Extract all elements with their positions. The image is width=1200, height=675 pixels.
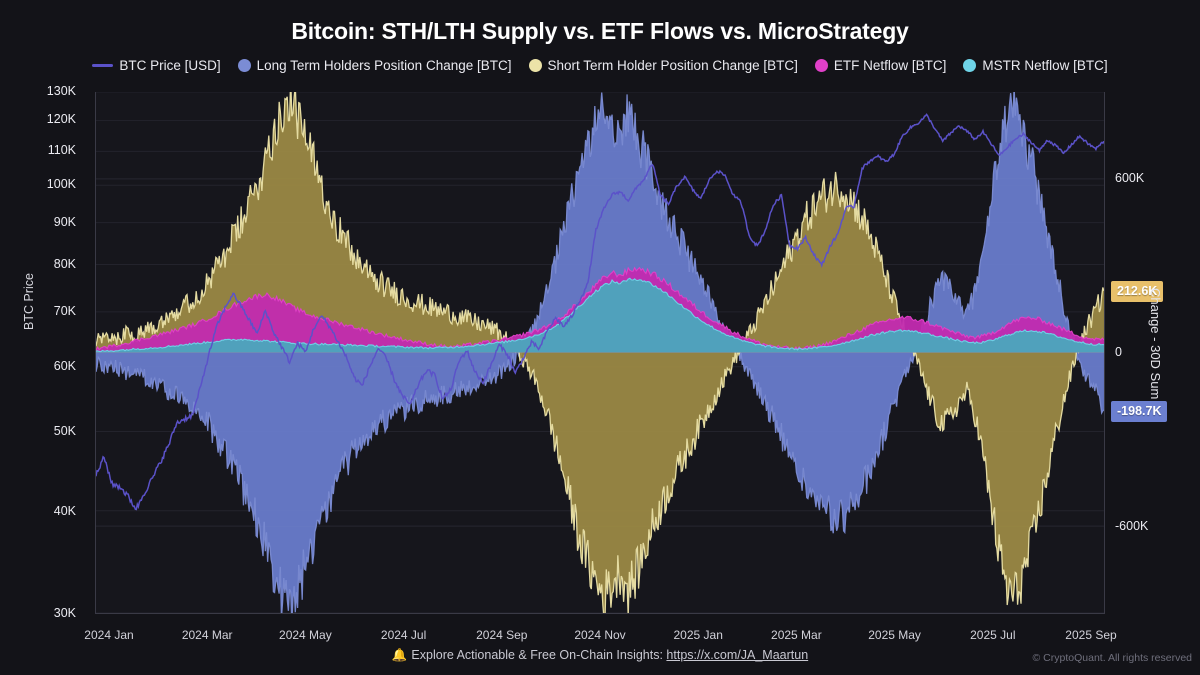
y-axis-left-tick: 70K [53, 304, 76, 319]
legend-label: ETF Netflow [BTC] [833, 58, 947, 73]
value-badge: -198.7K [1111, 400, 1168, 422]
x-axis-tick: 2024 May [279, 628, 332, 642]
plot-area [95, 92, 1105, 614]
legend-dot-swatch [963, 59, 977, 72]
legend-dot-swatch [814, 59, 828, 72]
y-axis-left-tick: 100K [46, 177, 76, 192]
series-area [96, 277, 1104, 353]
copyright-notice: © CryptoQuant. All rights reserved [1032, 652, 1192, 664]
y-axis-right-title: Change - 30D Sum [1148, 288, 1163, 400]
x-axis-tick: 2025 Jul [970, 628, 1016, 642]
legend-label: Short Term Holder Position Change [BTC] [547, 58, 798, 73]
x-axis-tick: 2024 Nov [574, 628, 626, 642]
legend-label: MSTR Netflow [BTC] [982, 58, 1108, 73]
legend-item[interactable]: BTC Price [USD] [92, 58, 221, 73]
y-axis-right-tick: 600K [1115, 171, 1145, 185]
x-axis-tick: 2024 Jan [84, 628, 134, 642]
y-axis-right-tick: 0 [1115, 345, 1122, 359]
y-axis-right-tick: -600K [1115, 519, 1149, 533]
legend-dot-swatch [237, 59, 251, 72]
y-axis-left-tick: 50K [53, 424, 76, 439]
legend-item[interactable]: Long Term Holders Position Change [BTC] [237, 58, 512, 73]
x-axis-tick: 2025 Sep [1065, 628, 1117, 642]
y-axis-left: 130K 120K 110K 100K 90K 80K 70K 60K 50K 40K 30K [0, 0, 88, 675]
y-axis-right: 600K 0 -600K 212.6K -198.7K [1110, 0, 1200, 675]
chart-legend: BTC Price [USD] Long Term Holders Positio… [0, 58, 1200, 73]
y-axis-left-tick: 90K [53, 214, 76, 229]
x-axis-tick: 2025 May [868, 628, 921, 642]
y-axis-left-tick: 80K [53, 256, 76, 271]
footer-link[interactable]: https://x.com/JA_Maartun [666, 648, 809, 662]
y-axis-left-tick: 40K [53, 503, 76, 518]
legend-dot-swatch [528, 59, 542, 72]
y-axis-left-tick: 110K [47, 143, 76, 158]
legend-line-swatch [92, 64, 114, 67]
x-axis-tick: 2025 Mar [771, 628, 822, 642]
legend-item[interactable]: Short Term Holder Position Change [BTC] [528, 58, 798, 73]
legend-item[interactable]: ETF Netflow [BTC] [814, 58, 947, 73]
legend-label: BTC Price [USD] [119, 58, 221, 73]
y-axis-left-tick: 130K [46, 84, 76, 98]
price-line [96, 113, 1104, 511]
legend-label: Long Term Holders Position Change [BTC] [256, 58, 512, 73]
y-axis-left-tick: 60K [53, 359, 76, 374]
y-axis-left-tick: 120K [46, 112, 76, 127]
y-axis-left-title: BTC Price [22, 273, 36, 330]
x-axis: 2024 Jan 2024 Mar 2024 May 2024 Jul 2024 Sep… [0, 624, 1200, 644]
footer-text: Explore Actionable & Free On-Chain Insig… [411, 648, 667, 662]
page-title: Bitcoin: STH/LTH Supply vs. ETF Flows vs… [291, 18, 909, 44]
x-axis-tick: 2024 Mar [181, 628, 233, 642]
x-axis-tick: 2024 Sep [476, 628, 528, 642]
value-badge: 212.6K [1111, 281, 1164, 303]
bell-icon: 🔔 [391, 648, 408, 662]
x-axis-tick: 2025 Jan [673, 628, 723, 642]
x-axis-tick: 2024 Jul [380, 628, 427, 642]
chart-svg [96, 92, 1104, 613]
legend-item[interactable]: MSTR Netflow [BTC] [963, 58, 1108, 73]
y-axis-left-tick: 30K [53, 606, 76, 620]
footer-note: 🔔 Explore Actionable & Free On-Chain Insi… [0, 648, 1200, 663]
